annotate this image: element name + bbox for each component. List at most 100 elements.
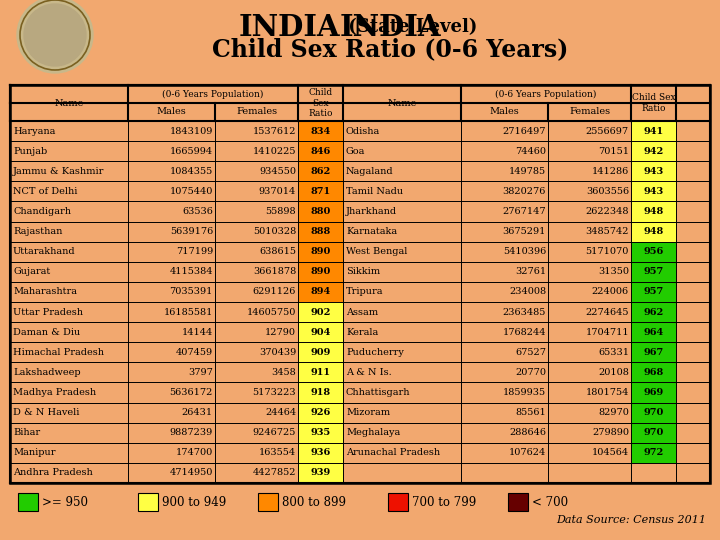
Text: Gujarat: Gujarat (13, 267, 50, 276)
Text: 14605750: 14605750 (247, 308, 296, 316)
Text: 957: 957 (644, 287, 664, 296)
Text: 20108: 20108 (598, 368, 629, 377)
Text: 67527: 67527 (515, 348, 546, 357)
Text: 943: 943 (644, 187, 664, 196)
Bar (631, 382, 676, 402)
Bar (631, 302, 676, 322)
Text: 909: 909 (310, 348, 330, 357)
Text: Andhra Pradesh: Andhra Pradesh (13, 468, 93, 477)
Bar (18, 493, 38, 511)
Bar (631, 121, 676, 141)
Text: 74460: 74460 (515, 147, 546, 156)
Text: NCT of Delhi: NCT of Delhi (13, 187, 77, 196)
Text: 962: 962 (644, 308, 664, 316)
Text: 149785: 149785 (509, 167, 546, 176)
Text: 6291126: 6291126 (253, 287, 296, 296)
Text: 964: 964 (644, 328, 664, 336)
Text: 370439: 370439 (258, 348, 296, 357)
Text: Daman & Diu: Daman & Diu (13, 328, 80, 336)
Text: 279890: 279890 (592, 428, 629, 437)
Text: Name: Name (54, 98, 84, 107)
Text: 20770: 20770 (515, 368, 546, 377)
Text: 3797: 3797 (188, 368, 213, 377)
Text: 1075440: 1075440 (170, 187, 213, 196)
Text: 888: 888 (310, 227, 330, 236)
Text: < 700: < 700 (532, 496, 568, 509)
Text: West Bengal: West Bengal (346, 247, 408, 256)
Bar (508, 493, 528, 511)
Text: 82970: 82970 (598, 408, 629, 417)
Text: 9246725: 9246725 (253, 428, 296, 437)
Text: 5636172: 5636172 (170, 388, 213, 397)
Bar (631, 282, 676, 302)
Text: 941: 941 (644, 126, 664, 136)
Text: 969: 969 (644, 388, 664, 397)
Text: Females: Females (569, 107, 610, 117)
Text: Madhya Pradesh: Madhya Pradesh (13, 388, 96, 397)
Text: 63536: 63536 (182, 207, 213, 216)
Bar (631, 161, 676, 181)
Text: 163554: 163554 (259, 448, 296, 457)
Bar (298, 181, 343, 201)
Text: 5010328: 5010328 (253, 227, 296, 236)
Bar (298, 141, 343, 161)
Text: 3820276: 3820276 (503, 187, 546, 196)
Text: A & N Is.: A & N Is. (346, 368, 392, 377)
Bar (298, 382, 343, 402)
Bar (631, 402, 676, 423)
Text: 3661878: 3661878 (253, 267, 296, 276)
Text: 9887239: 9887239 (170, 428, 213, 437)
Text: 5171070: 5171070 (585, 247, 629, 256)
Text: Lakshadweep: Lakshadweep (13, 368, 81, 377)
Text: 104564: 104564 (592, 448, 629, 457)
Text: 70151: 70151 (598, 147, 629, 156)
Bar (138, 493, 158, 511)
Text: 4427852: 4427852 (253, 468, 296, 477)
Text: 2767147: 2767147 (503, 207, 546, 216)
Text: D & N Haveli: D & N Haveli (13, 408, 79, 417)
Text: 16185581: 16185581 (163, 308, 213, 316)
Text: 5173223: 5173223 (253, 388, 296, 397)
Text: INDIA: INDIA (339, 12, 441, 42)
Text: Assam: Assam (346, 308, 378, 316)
Text: 880: 880 (310, 207, 330, 216)
Text: 956: 956 (644, 247, 664, 256)
Text: 970: 970 (643, 408, 664, 417)
Text: 1084355: 1084355 (170, 167, 213, 176)
Text: 7035391: 7035391 (170, 287, 213, 296)
Text: 1768244: 1768244 (503, 328, 546, 336)
Text: 3603556: 3603556 (586, 187, 629, 196)
Text: Tripura: Tripura (346, 287, 384, 296)
Text: Data Source: Census 2011: Data Source: Census 2011 (556, 515, 706, 525)
Text: Kerala: Kerala (346, 328, 378, 336)
Bar (298, 402, 343, 423)
Text: 31350: 31350 (598, 267, 629, 276)
Text: 3485742: 3485742 (585, 227, 629, 236)
Text: Punjab: Punjab (13, 147, 48, 156)
Text: Rajasthan: Rajasthan (13, 227, 63, 236)
Text: 926: 926 (310, 408, 330, 417)
Text: 2716497: 2716497 (503, 126, 546, 136)
Bar (388, 493, 408, 511)
Text: 141286: 141286 (592, 167, 629, 176)
Text: 937014: 937014 (258, 187, 296, 196)
Text: 846: 846 (310, 147, 330, 156)
Text: 1665994: 1665994 (170, 147, 213, 156)
Text: 4714950: 4714950 (170, 468, 213, 477)
Text: 14144: 14144 (181, 328, 213, 336)
Bar (631, 221, 676, 242)
Text: Bihar: Bihar (13, 428, 40, 437)
Text: 224006: 224006 (592, 287, 629, 296)
Text: 942: 942 (644, 147, 664, 156)
Text: 957: 957 (644, 267, 664, 276)
Text: 1704711: 1704711 (585, 328, 629, 336)
Text: Jharkhand: Jharkhand (346, 207, 397, 216)
Text: Males: Males (157, 107, 186, 117)
Text: 288646: 288646 (509, 428, 546, 437)
Text: 939: 939 (310, 468, 330, 477)
Bar (631, 342, 676, 362)
Text: 3675291: 3675291 (503, 227, 546, 236)
Bar (631, 362, 676, 382)
Bar (298, 201, 343, 221)
Text: 943: 943 (644, 167, 664, 176)
